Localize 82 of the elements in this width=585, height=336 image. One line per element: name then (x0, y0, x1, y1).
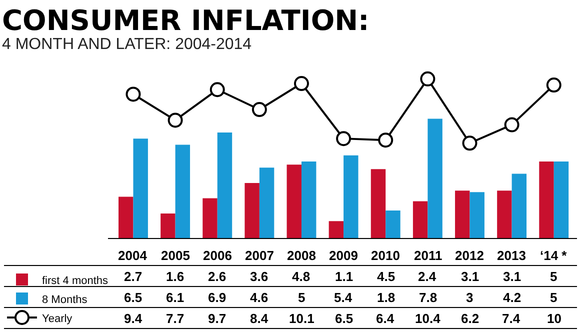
data-label: 2.4 (418, 269, 437, 284)
point (126, 86, 141, 102)
bar (512, 174, 527, 238)
data-label: 2.6 (208, 269, 226, 284)
point (378, 132, 394, 148)
bar (497, 190, 512, 238)
data-label: 10.1 (289, 311, 314, 326)
chart-subtitle: 4 MONTH AND LATER: 2004-2014 (2, 36, 252, 53)
data-label: 3.1 (461, 269, 480, 284)
x-tick-label: 2007 (245, 248, 274, 263)
data-label: 5 (550, 290, 558, 305)
point (168, 112, 183, 128)
data-label: 6.2 (461, 311, 480, 326)
bar (160, 214, 176, 238)
legend-label: first 4 months (42, 274, 109, 287)
bar (244, 182, 260, 238)
data-label: 4.5 (377, 269, 396, 284)
data-label: 6.5 (124, 290, 142, 305)
legend-label: Yearly (42, 312, 73, 325)
data-label: 3 (466, 290, 474, 305)
chart-title: CONSUMER INFLATION: (2, 4, 370, 37)
bar (286, 164, 302, 238)
bar (175, 144, 190, 238)
bar (370, 169, 386, 238)
point (504, 117, 520, 132)
data-label: 1.1 (335, 269, 354, 284)
data-label: 6.9 (208, 290, 226, 305)
data-label: 9.4 (124, 311, 143, 326)
data-label: 8.4 (250, 311, 269, 326)
data-label: 10.4 (415, 311, 442, 326)
bar (386, 210, 400, 238)
data-label: 3.1 (503, 269, 522, 284)
bar (202, 198, 218, 238)
x-tick-label: 2004 (118, 248, 148, 263)
legend-label: 8 Months (42, 294, 88, 306)
bar (344, 155, 358, 238)
x-tick-label: 2012 (455, 248, 484, 263)
bar (455, 190, 470, 238)
data-label: 4.2 (503, 290, 522, 305)
data-label: 7.7 (166, 311, 184, 326)
bar (412, 201, 428, 238)
bar (259, 168, 274, 238)
bar (428, 118, 442, 238)
bar (328, 221, 344, 238)
data-label: 9.7 (208, 311, 226, 326)
data-label: 1.8 (377, 290, 396, 305)
data-label: 2.7 (124, 269, 142, 284)
x-tick-label: 2009 (329, 248, 358, 263)
data-label: 7.8 (419, 290, 438, 305)
data-label: 4.6 (250, 290, 268, 305)
data-label: 7.4 (502, 311, 521, 326)
bar (133, 138, 148, 238)
bar (217, 132, 232, 238)
point (420, 71, 436, 86)
x-tick-label: 2013 (497, 248, 526, 263)
data-label: 10 (547, 311, 562, 326)
x-tick-label: 2010 (371, 248, 400, 263)
x-tick-label: 2006 (203, 248, 232, 263)
data-label: 5 (550, 269, 558, 284)
bar (470, 192, 484, 238)
data-label: 4.8 (292, 269, 310, 284)
bar (301, 162, 316, 238)
point (546, 78, 562, 93)
point (252, 102, 267, 118)
x-tick-label: ‘14 * (540, 248, 568, 263)
bar (554, 162, 569, 238)
x-tick-label: 2008 (287, 248, 316, 263)
x-tick-label: 2005 (161, 248, 190, 263)
data-label: 5 (298, 290, 306, 305)
data-label: 3.6 (250, 269, 268, 284)
data-label: 6.1 (166, 290, 184, 305)
bar (539, 162, 554, 238)
x-tick-label: 2011 (414, 248, 442, 263)
data-label: 6.5 (335, 311, 354, 326)
point (294, 76, 309, 92)
data-label: 5.4 (334, 290, 353, 305)
bar (118, 196, 134, 238)
point (336, 131, 352, 146)
data-label: 6.4 (376, 311, 395, 326)
data-label: 1.6 (166, 269, 184, 284)
point (462, 136, 478, 151)
point (210, 82, 225, 98)
